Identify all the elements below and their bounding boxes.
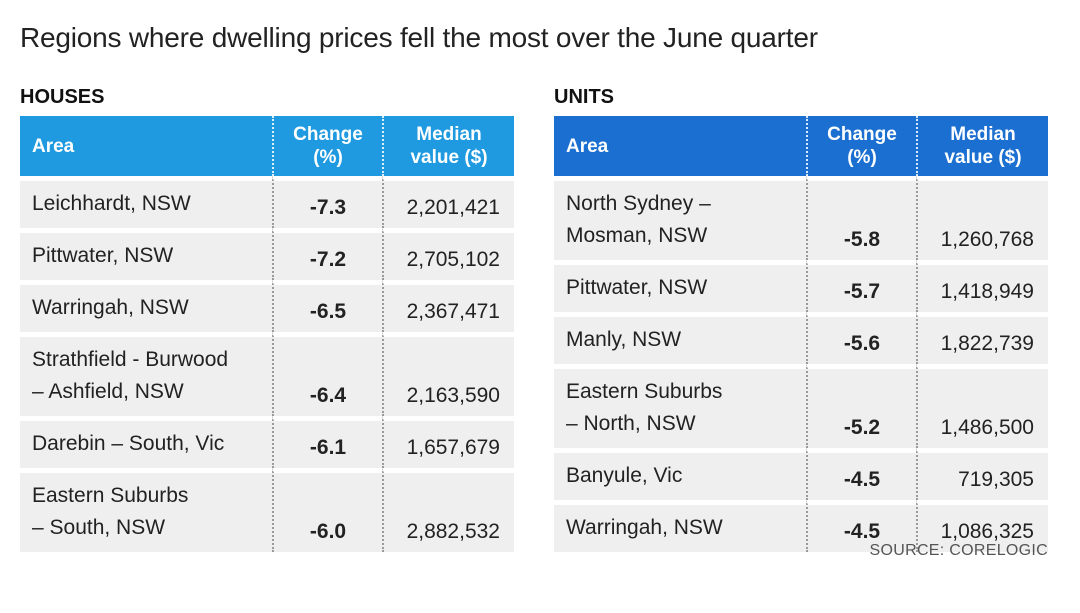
houses-header-median-line1: Median	[416, 124, 482, 145]
change-cell: -5.8	[806, 176, 916, 260]
units-header-change-line2: (%)	[847, 147, 877, 168]
units-label: UNITS	[554, 86, 614, 108]
area-text: Eastern Suburbs	[32, 484, 189, 507]
median-cell: 2,163,590	[382, 332, 514, 416]
units-header-change: Change (%)	[806, 116, 916, 176]
median-cell: 1,260,768	[916, 176, 1048, 260]
area-text: Banyule, Vic	[566, 464, 683, 487]
units-table: Area Change (%) Median value ($) North Syd…	[554, 116, 1048, 552]
houses-header-change-line1: Change	[293, 124, 363, 145]
area-cell: Pittwater, NSW	[20, 228, 272, 280]
houses-header-median-line2: value ($)	[410, 147, 488, 168]
change-cell: -7.3	[272, 176, 382, 228]
houses-header-change: Change (%)	[272, 116, 382, 176]
change-cell: -6.4	[272, 332, 382, 416]
page-title: Regions where dwelling prices fell the m…	[20, 22, 818, 53]
area-text: Warringah, NSW	[32, 296, 189, 319]
area-text: – South, NSW	[32, 516, 166, 539]
change-cell: -7.2	[272, 228, 382, 280]
table-row: Pittwater, NSW -7.2 2,705,102	[20, 228, 514, 280]
table-row: Warringah, NSW -6.5 2,367,471	[20, 280, 514, 332]
area-text: Warringah, NSW	[566, 516, 723, 539]
area-cell: Eastern Suburbs – North, NSW	[554, 364, 806, 448]
area-cell: Strathfield - Burwood – Ashfield, NSW	[20, 332, 272, 416]
area-text: Strathfield - Burwood	[32, 348, 229, 371]
table-row: Darebin – South, Vic -6.1 1,657,679	[20, 416, 514, 468]
table-row: North Sydney – Mosman, NSW -5.8 1,260,768	[554, 176, 1048, 260]
units-header-median-line1: Median	[950, 124, 1016, 145]
area-text: – Ashfield, NSW	[32, 380, 184, 403]
area-cell: Pittwater, NSW	[554, 260, 806, 312]
area-cell: Manly, NSW	[554, 312, 806, 364]
change-cell: -5.7	[806, 260, 916, 312]
median-cell: 2,705,102	[382, 228, 514, 280]
table-row: Pittwater, NSW -5.7 1,418,949	[554, 260, 1048, 312]
area-text: Pittwater, NSW	[32, 244, 174, 267]
change-cell: -4.5	[806, 500, 916, 552]
area-cell: Eastern Suburbs – South, NSW	[20, 468, 272, 552]
houses-header-change-line2: (%)	[313, 147, 343, 168]
table-row: Eastern Suburbs – South, NSW -6.0 2,882,532	[20, 468, 514, 552]
change-cell: -6.5	[272, 280, 382, 332]
change-cell: -5.6	[806, 312, 916, 364]
units-header-row: Area Change (%) Median value ($)	[554, 116, 1048, 176]
area-cell: North Sydney – Mosman, NSW	[554, 176, 806, 260]
median-cell: 2,367,471	[382, 280, 514, 332]
area-cell: Warringah, NSW	[20, 280, 272, 332]
change-cell: -6.0	[272, 468, 382, 552]
table-row: Warringah, NSW -4.5 1,086,325	[554, 500, 1048, 552]
area-text: Mosman, NSW	[566, 224, 708, 247]
houses-header-row: Area Change (%) Median value ($)	[20, 116, 514, 176]
area-cell: Darebin – South, Vic	[20, 416, 272, 468]
median-cell: 719,305	[916, 448, 1048, 500]
median-cell: 1,086,325	[916, 500, 1048, 552]
units-panel: UNITS Area Change (%) Median value ($) Nor…	[554, 84, 1048, 552]
median-cell: 1,418,949	[916, 260, 1048, 312]
area-text: – North, NSW	[566, 412, 696, 435]
houses-header-area: Area	[20, 116, 272, 176]
table-row: Eastern Suburbs – North, NSW -5.2 1,486,500	[554, 364, 1048, 448]
area-cell: Banyule, Vic	[554, 448, 806, 500]
median-cell: 1,657,679	[382, 416, 514, 468]
table-row: Strathfield - Burwood – Ashfield, NSW -6.4…	[20, 332, 514, 416]
change-cell: -4.5	[806, 448, 916, 500]
table-row: Leichhardt, NSW -7.3 2,201,421	[20, 176, 514, 228]
houses-header-median: Median value ($)	[382, 116, 514, 176]
area-text: Manly, NSW	[566, 328, 682, 351]
median-cell: 1,486,500	[916, 364, 1048, 448]
units-header-median: Median value ($)	[916, 116, 1048, 176]
median-cell: 2,882,532	[382, 468, 514, 552]
median-cell: 1,822,739	[916, 312, 1048, 364]
median-cell: 2,201,421	[382, 176, 514, 228]
houses-panel: HOUSES Area Change (%) Median value ($) Le…	[20, 84, 514, 552]
area-text: Eastern Suburbs	[566, 380, 723, 403]
houses-label: HOUSES	[20, 86, 105, 108]
houses-table: Area Change (%) Median value ($) Leichhard…	[20, 116, 514, 552]
units-header-area: Area	[554, 116, 806, 176]
change-cell: -6.1	[272, 416, 382, 468]
change-cell: -5.2	[806, 364, 916, 448]
area-text: Darebin – South, Vic	[32, 432, 225, 455]
houses-table-body: Leichhardt, NSW -7.3 2,201,421 Pittwater, N…	[20, 176, 514, 552]
units-table-body: North Sydney – Mosman, NSW -5.8 1,260,768 Pi…	[554, 176, 1048, 552]
table-row: Manly, NSW -5.6 1,822,739	[554, 312, 1048, 364]
area-cell: Leichhardt, NSW	[20, 176, 272, 228]
units-header-change-line1: Change	[827, 124, 897, 145]
table-row: Banyule, Vic -4.5 719,305	[554, 448, 1048, 500]
units-header-median-line2: value ($)	[944, 147, 1022, 168]
area-cell: Warringah, NSW	[554, 500, 806, 552]
area-text: North Sydney –	[566, 192, 711, 215]
area-text: Pittwater, NSW	[566, 276, 708, 299]
source-note: SOURCE: CORELOGIC	[869, 542, 1048, 559]
area-text: Leichhardt, NSW	[32, 192, 191, 215]
